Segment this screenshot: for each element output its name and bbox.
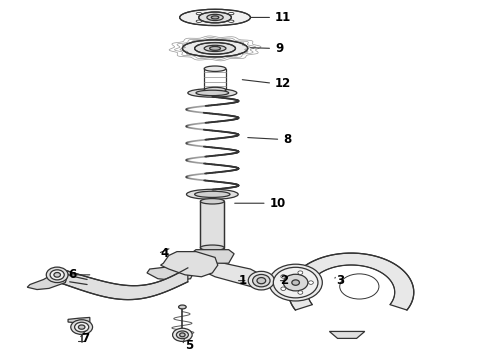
Ellipse shape — [195, 191, 230, 197]
Ellipse shape — [204, 66, 226, 71]
Ellipse shape — [180, 9, 250, 26]
Ellipse shape — [199, 12, 231, 23]
Text: 11: 11 — [275, 11, 291, 24]
Ellipse shape — [195, 42, 236, 54]
Polygon shape — [68, 318, 90, 323]
Text: 6: 6 — [68, 268, 76, 281]
Ellipse shape — [298, 291, 303, 294]
Ellipse shape — [340, 274, 379, 299]
Ellipse shape — [172, 328, 192, 341]
Polygon shape — [329, 332, 365, 338]
Ellipse shape — [255, 275, 273, 287]
Ellipse shape — [228, 13, 234, 15]
Ellipse shape — [211, 16, 219, 19]
Ellipse shape — [204, 45, 226, 51]
Text: 9: 9 — [275, 42, 283, 55]
Polygon shape — [57, 268, 188, 300]
Ellipse shape — [188, 89, 237, 97]
Ellipse shape — [50, 270, 64, 280]
Ellipse shape — [196, 90, 229, 96]
Polygon shape — [191, 250, 234, 263]
Ellipse shape — [269, 264, 322, 301]
Ellipse shape — [78, 325, 85, 329]
Polygon shape — [289, 253, 414, 310]
Ellipse shape — [281, 275, 286, 278]
Text: 10: 10 — [270, 197, 286, 210]
Ellipse shape — [292, 280, 299, 285]
Ellipse shape — [308, 281, 313, 284]
Polygon shape — [207, 261, 270, 288]
Ellipse shape — [273, 267, 318, 298]
Polygon shape — [27, 274, 68, 289]
Ellipse shape — [180, 333, 185, 337]
Ellipse shape — [204, 87, 226, 93]
Ellipse shape — [46, 267, 68, 283]
Ellipse shape — [298, 271, 303, 274]
Ellipse shape — [71, 320, 93, 334]
Ellipse shape — [196, 20, 201, 22]
Text: 3: 3 — [337, 274, 344, 287]
Ellipse shape — [253, 274, 270, 287]
Text: 2: 2 — [280, 274, 289, 287]
Text: 4: 4 — [161, 247, 169, 260]
Ellipse shape — [281, 287, 286, 291]
Polygon shape — [161, 252, 218, 277]
Ellipse shape — [210, 46, 220, 50]
Ellipse shape — [210, 92, 220, 96]
Ellipse shape — [187, 189, 238, 199]
Ellipse shape — [74, 322, 89, 332]
Polygon shape — [147, 267, 193, 281]
Ellipse shape — [200, 199, 224, 204]
Text: 5: 5 — [185, 339, 194, 352]
Ellipse shape — [259, 277, 269, 284]
Polygon shape — [200, 201, 224, 248]
Ellipse shape — [54, 273, 60, 277]
Ellipse shape — [200, 245, 224, 251]
Ellipse shape — [248, 271, 274, 290]
Ellipse shape — [257, 278, 266, 284]
Text: 7: 7 — [82, 332, 90, 345]
Ellipse shape — [178, 305, 186, 309]
Text: 1: 1 — [239, 274, 246, 287]
Ellipse shape — [176, 331, 188, 339]
Ellipse shape — [207, 14, 223, 21]
Text: 8: 8 — [283, 133, 292, 146]
Ellipse shape — [182, 40, 248, 57]
Ellipse shape — [228, 20, 234, 22]
Ellipse shape — [196, 13, 201, 15]
Text: 12: 12 — [275, 77, 291, 90]
Ellipse shape — [283, 274, 308, 291]
